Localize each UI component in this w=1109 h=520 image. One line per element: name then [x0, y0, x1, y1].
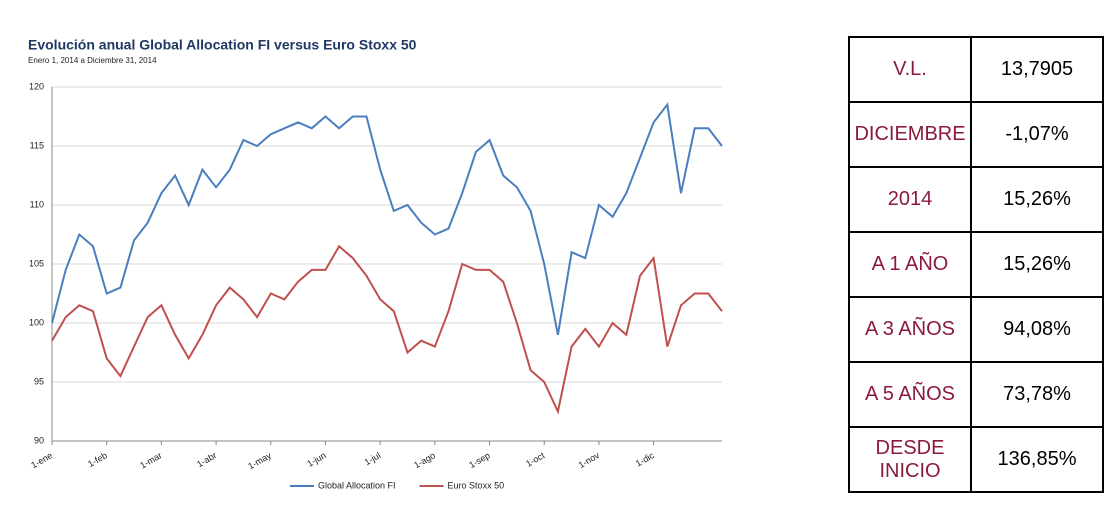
x-tick-label: 1-jun [305, 450, 327, 469]
x-tick-label: 1-ene [29, 450, 54, 470]
y-tick-label: 100 [29, 317, 44, 327]
row-value: 15,26% [970, 166, 1104, 233]
row-value: 136,85% [970, 426, 1104, 493]
row-label: A 3 AÑOS [848, 296, 972, 363]
row-value: 73,78% [970, 361, 1104, 428]
table-row: DICIEMBRE -1,07% [848, 101, 1104, 168]
table-row: DESDE INICIO 136,85% [848, 426, 1104, 493]
row-label: DESDE INICIO [848, 426, 972, 493]
y-tick-label: 110 [30, 199, 44, 209]
x-tick-label: 1-ago [412, 450, 437, 470]
summary-table: V.L. 13,7905 DICIEMBRE -1,07% 2014 15,26% A 1 … [848, 36, 1104, 493]
table-row: 2014 15,26% [848, 166, 1104, 233]
y-tick-label: 115 [30, 140, 44, 150]
legend-label: Global Allocation FI [318, 480, 396, 490]
row-value: 15,26% [970, 231, 1104, 298]
x-tick-label: 1-jul [363, 450, 383, 467]
x-tick-label: 1-may [246, 450, 273, 471]
row-value: 94,08% [970, 296, 1104, 363]
table-row: A 5 AÑOS 73,78% [848, 361, 1104, 428]
table-row: V.L. 13,7905 [848, 36, 1104, 103]
x-tick-label: 1-sep [467, 450, 491, 470]
table-row: A 1 AÑO 15,26% [848, 231, 1104, 298]
row-label: V.L. [848, 36, 972, 103]
y-tick-label: 120 [29, 81, 44, 91]
chart: Evolución anual Global Allocation FI ver… [28, 37, 723, 490]
y-tick-label: 105 [29, 258, 44, 268]
x-tick-label: 1-mar [138, 450, 163, 470]
row-value: 13,7905 [970, 36, 1104, 103]
chart-subtitle: Enero 1, 2014 a Diciembre 31, 2014 [28, 56, 157, 65]
row-label: 2014 [848, 166, 972, 233]
row-value: -1,07% [970, 101, 1104, 168]
legend-label: Euro Stoxx 50 [448, 480, 505, 490]
x-tick-label: 1-dic [634, 450, 656, 469]
x-tick-label: 1-abr [195, 450, 218, 469]
y-tick-label: 95 [34, 376, 44, 386]
row-label: DICIEMBRE [848, 101, 972, 168]
row-label: A 1 AÑO [848, 231, 972, 298]
x-tick-label: 1-oct [524, 450, 547, 469]
table-row: A 3 AÑOS 94,08% [848, 296, 1104, 363]
x-tick-label: 1-feb [86, 450, 109, 469]
series-line [51, 244, 723, 415]
series-line [51, 102, 723, 335]
y-tick-label: 90 [34, 435, 44, 445]
row-label: A 5 AÑOS [848, 361, 972, 428]
chart-title: Evolución anual Global Allocation FI ver… [28, 37, 417, 53]
x-tick-label: 1-nov [577, 450, 602, 470]
